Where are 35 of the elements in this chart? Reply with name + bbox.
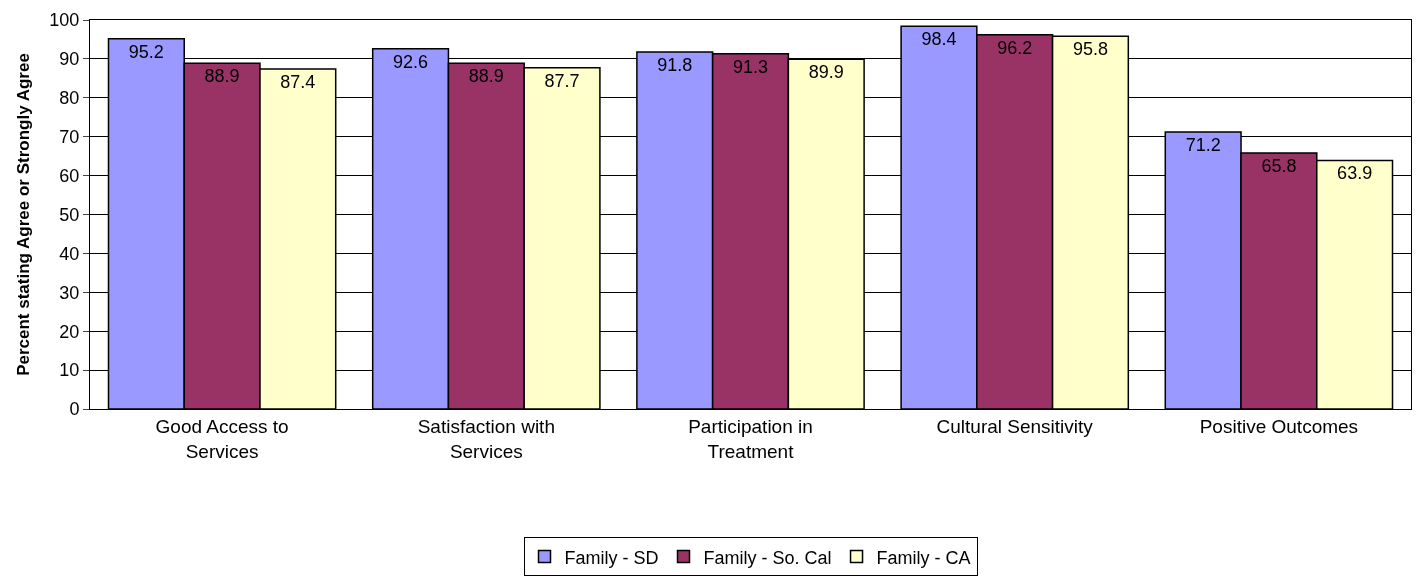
y-tick-label: 80 <box>59 88 80 109</box>
y-tick-label: 20 <box>59 321 80 342</box>
data-label: 71.2 <box>1185 135 1221 156</box>
data-label: 98.4 <box>921 29 957 50</box>
y-tick-label: 0 <box>69 399 80 420</box>
x-tick-label: Good Access to Services <box>155 415 289 462</box>
y-tick-label: 90 <box>59 49 80 70</box>
x-tick-label: Positive Outcomes <box>1199 415 1359 437</box>
data-label: 87.7 <box>544 70 580 91</box>
data-label: 91.3 <box>732 56 769 77</box>
data-label: 63.9 <box>1337 163 1373 184</box>
y-tick-label: 10 <box>59 360 80 381</box>
data-label: 96.2 <box>997 37 1033 58</box>
y-tick-label: 30 <box>59 282 80 303</box>
data-label: 95.8 <box>1072 39 1108 60</box>
legend-label: Family - CA <box>876 547 971 568</box>
x-tick-label: Cultural Sensitivity <box>936 415 1094 437</box>
data-label: 88.9 <box>204 66 240 87</box>
data-label: 92.6 <box>393 51 429 72</box>
y-tick-label: 50 <box>59 204 80 225</box>
data-label: 89.9 <box>808 62 844 83</box>
data-label: 65.8 <box>1261 156 1297 177</box>
y-tick-label: 60 <box>59 165 80 186</box>
data-label: 91.8 <box>657 54 693 75</box>
y-axis-title: Percent stating Agree or Strongly Agree <box>13 53 33 376</box>
x-tick-label: Satisfaction with Services <box>417 415 555 462</box>
y-tick-label: 100 <box>49 10 80 31</box>
x-tick-label: Participation in Treatment <box>688 415 813 462</box>
data-label: 95.2 <box>128 41 164 62</box>
legend-label: Family - SD <box>564 547 659 568</box>
legend-label: Family - So. Cal <box>703 547 832 568</box>
data-label: 87.4 <box>280 72 316 93</box>
y-tick-label: 40 <box>59 243 80 264</box>
data-label: 88.9 <box>468 66 504 87</box>
y-tick-label: 70 <box>59 127 80 147</box>
